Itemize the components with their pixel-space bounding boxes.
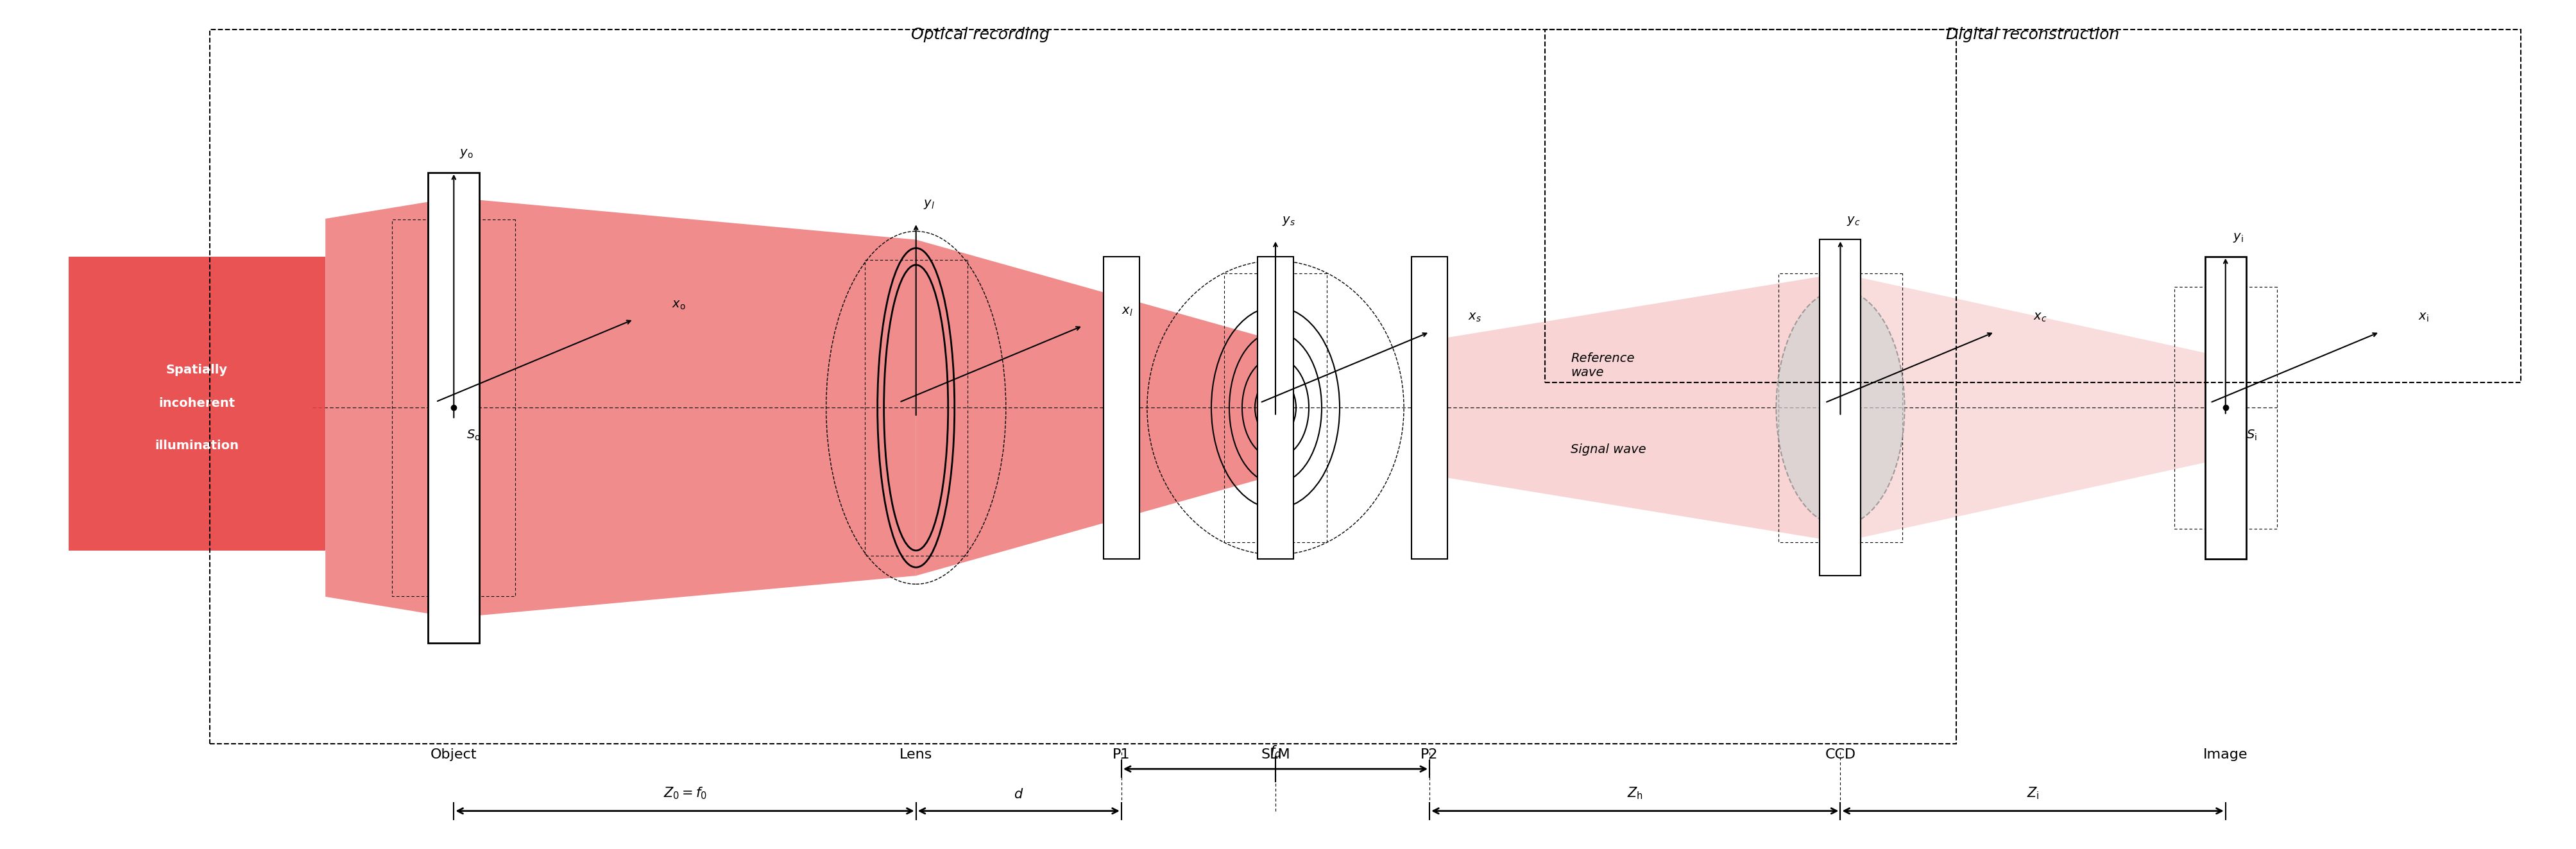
Polygon shape <box>1103 256 1139 559</box>
Text: $x_\mathrm{i}$: $x_\mathrm{i}$ <box>2416 312 2429 323</box>
Text: Reference
wave: Reference wave <box>1571 352 1633 379</box>
Polygon shape <box>2205 256 2246 559</box>
Text: SLM: SLM <box>1260 748 1291 761</box>
Text: $x_s$: $x_s$ <box>1468 312 1481 323</box>
Polygon shape <box>1412 256 1448 559</box>
Polygon shape <box>428 172 479 643</box>
Text: $Z_\mathrm{i}$: $Z_\mathrm{i}$ <box>2027 785 2038 801</box>
Text: $y_\mathrm{i}$: $y_\mathrm{i}$ <box>2233 232 2244 244</box>
Text: $Z_\mathrm{h}$: $Z_\mathrm{h}$ <box>1625 785 1643 801</box>
Text: P1: P1 <box>1113 748 1131 761</box>
Text: Optical recording: Optical recording <box>912 27 1048 42</box>
Text: illumination: illumination <box>155 440 240 452</box>
Text: $Z_0 = f_0$: $Z_0 = f_0$ <box>662 785 706 801</box>
Polygon shape <box>1430 273 1839 543</box>
Polygon shape <box>917 239 1275 576</box>
Text: Object: Object <box>430 748 477 761</box>
Polygon shape <box>325 198 453 618</box>
Text: $x_c$: $x_c$ <box>2032 312 2045 323</box>
Polygon shape <box>1839 273 2226 543</box>
Text: CCD: CCD <box>1824 748 1855 761</box>
Ellipse shape <box>1775 290 1904 526</box>
Text: Signal wave: Signal wave <box>1571 444 1646 456</box>
Text: Spatially: Spatially <box>167 364 227 376</box>
Text: $S_\mathrm{o}$: $S_\mathrm{o}$ <box>466 429 482 442</box>
Text: incoherent: incoherent <box>160 397 234 409</box>
Text: Lens: Lens <box>899 748 933 761</box>
Text: $y_s$: $y_s$ <box>1280 215 1296 227</box>
Text: $x_\mathrm{o}$: $x_\mathrm{o}$ <box>672 299 685 311</box>
Text: $y_l$: $y_l$ <box>922 198 935 211</box>
Text: $d$: $d$ <box>1012 788 1023 801</box>
Polygon shape <box>453 198 917 618</box>
Polygon shape <box>1819 239 1860 576</box>
Text: Image: Image <box>2202 748 2246 761</box>
Text: Digital reconstruction: Digital reconstruction <box>1945 27 2120 42</box>
Bar <box>70 256 325 550</box>
Text: P2: P2 <box>1419 748 1437 761</box>
Text: $S_\mathrm{i}$: $S_\mathrm{i}$ <box>2246 429 2257 442</box>
Text: $y_\mathrm{o}$: $y_\mathrm{o}$ <box>459 148 474 160</box>
Polygon shape <box>1257 256 1293 559</box>
Text: $f_d$: $f_d$ <box>1270 744 1280 759</box>
Text: $y_c$: $y_c$ <box>1847 215 1860 227</box>
Text: $x_l$: $x_l$ <box>1121 305 1133 318</box>
